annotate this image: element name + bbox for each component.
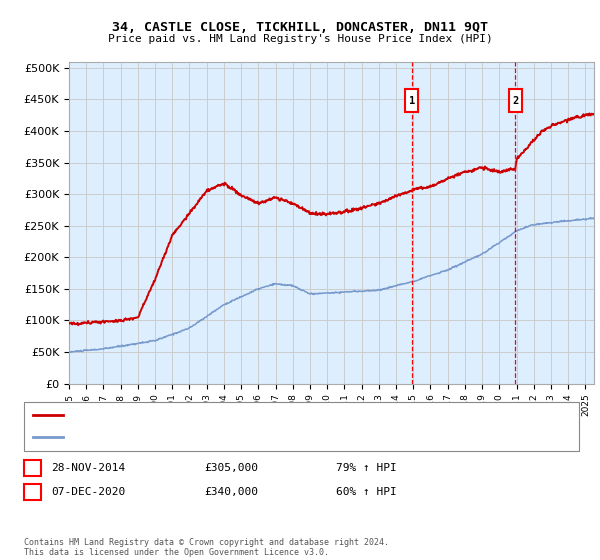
Text: 2: 2 [29,487,35,497]
Text: 1: 1 [29,463,35,473]
Text: 34, CASTLE CLOSE, TICKHILL, DONCASTER, DN11 9QT: 34, CASTLE CLOSE, TICKHILL, DONCASTER, D… [112,21,488,34]
Text: 2: 2 [512,96,518,106]
Bar [509,90,522,112]
Text: 34, CASTLE CLOSE, TICKHILL, DONCASTER, DN11 9QT (detached house): 34, CASTLE CLOSE, TICKHILL, DONCASTER, D… [68,410,444,421]
Text: 60% ↑ HPI: 60% ↑ HPI [336,487,397,497]
Text: £305,000: £305,000 [204,463,258,473]
Bar [405,90,418,112]
Text: 07-DEC-2020: 07-DEC-2020 [52,487,126,497]
Text: 79% ↑ HPI: 79% ↑ HPI [336,463,397,473]
Text: £340,000: £340,000 [204,487,258,497]
Text: Contains HM Land Registry data © Crown copyright and database right 2024.
This d: Contains HM Land Registry data © Crown c… [24,538,389,557]
Text: 1: 1 [409,96,415,106]
Text: Price paid vs. HM Land Registry's House Price Index (HPI): Price paid vs. HM Land Registry's House … [107,34,493,44]
Text: 28-NOV-2014: 28-NOV-2014 [52,463,126,473]
Text: HPI: Average price, detached house, Doncaster: HPI: Average price, detached house, Donc… [68,432,332,442]
